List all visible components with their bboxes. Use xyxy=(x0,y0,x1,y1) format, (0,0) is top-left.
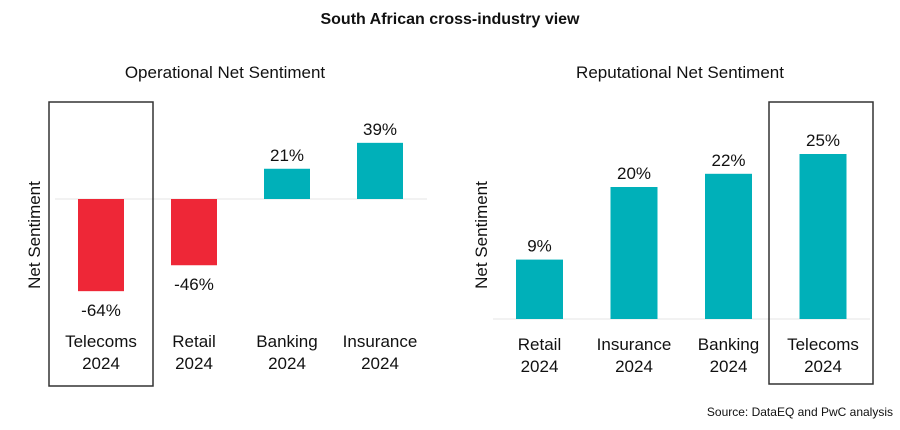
reputational-category-label: 2024 xyxy=(615,357,653,376)
operational-chart: Operational Net Sentiment Net Sentiment … xyxy=(25,63,427,387)
reputational-data-label: 20% xyxy=(617,164,651,183)
operational-category-label: Banking xyxy=(256,332,317,351)
reputational-chart: Reputational Net Sentiment Net Sentiment… xyxy=(472,63,874,385)
reputational-category-label: 2024 xyxy=(710,357,748,376)
operational-category-label: Telecoms xyxy=(65,332,137,351)
reputational-category-label: Retail xyxy=(518,335,561,354)
source-note: Source: DataEQ and PwC analysis xyxy=(707,405,893,419)
reputational-data-label: 22% xyxy=(711,151,745,170)
reputational-chart-title: Reputational Net Sentiment xyxy=(576,63,784,82)
operational-data-label: 39% xyxy=(363,120,397,139)
operational-category-label: 2024 xyxy=(268,354,306,373)
reputational-y-axis-label: Net Sentiment xyxy=(472,181,491,289)
operational-category-label: Insurance xyxy=(343,332,418,351)
operational-highlight-box xyxy=(48,101,154,387)
reputational-category-label: 2024 xyxy=(804,357,842,376)
operational-category-label: 2024 xyxy=(82,354,120,373)
reputational-category-label: Insurance xyxy=(597,335,672,354)
operational-category-label: 2024 xyxy=(175,354,213,373)
reputational-bar xyxy=(799,154,847,319)
reputational-bar xyxy=(610,187,658,319)
reputational-data-label: 9% xyxy=(527,237,552,256)
operational-data-label: 21% xyxy=(270,146,304,165)
operational-bar xyxy=(357,142,403,199)
operational-category-label: Retail xyxy=(172,332,215,351)
operational-bar xyxy=(171,199,217,266)
reputational-bar xyxy=(705,173,752,319)
reputational-category-label: 2024 xyxy=(521,357,559,376)
operational-bar xyxy=(264,168,310,199)
figure-title: South African cross-industry view xyxy=(320,11,580,28)
operational-bar xyxy=(78,199,124,292)
operational-data-label: -46% xyxy=(174,275,214,294)
operational-y-axis-label: Net Sentiment xyxy=(25,181,44,289)
operational-chart-title: Operational Net Sentiment xyxy=(125,63,326,82)
reputational-highlight-box xyxy=(768,101,874,385)
reputational-data-label: 25% xyxy=(806,131,840,150)
reputational-bar xyxy=(516,259,563,319)
operational-category-label: 2024 xyxy=(361,354,399,373)
operational-data-label: -64% xyxy=(81,301,121,320)
reputational-category-label: Banking xyxy=(698,335,759,354)
reputational-category-label: Telecoms xyxy=(787,335,859,354)
